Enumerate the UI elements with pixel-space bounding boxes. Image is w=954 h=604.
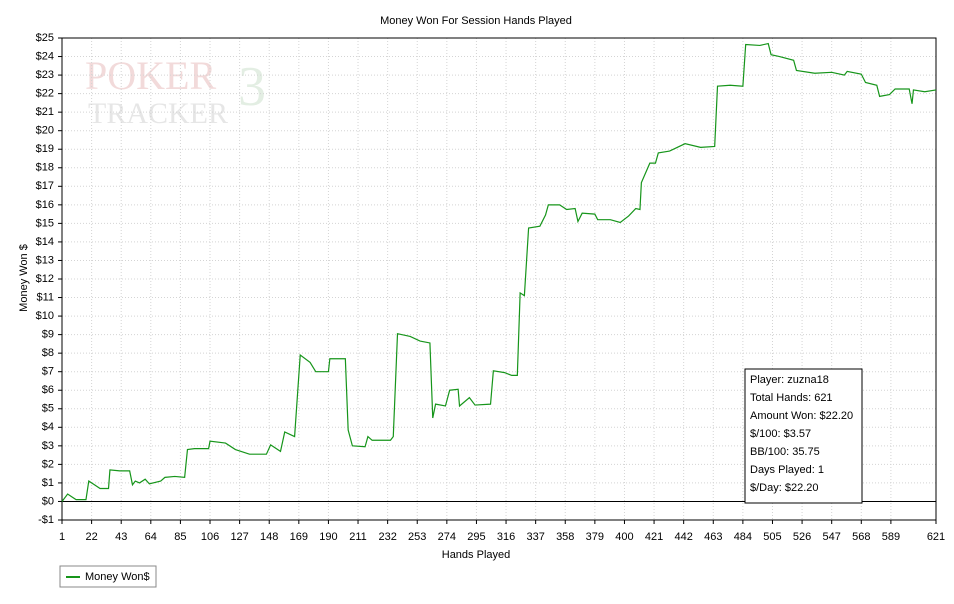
x-tick-label: 421 (645, 531, 663, 543)
x-tick-label: 22 (85, 531, 97, 543)
legend-label: Money Won$ (85, 571, 150, 583)
y-tick-label: $0 (42, 495, 54, 507)
x-tick-label: 379 (586, 531, 604, 543)
y-tick-label: $3 (42, 440, 54, 452)
y-tick-label: $12 (36, 273, 54, 285)
stats-line: BB/100: 35.75 (750, 446, 820, 458)
y-tick-label: $21 (36, 106, 54, 118)
x-tick-label: 43 (115, 531, 127, 543)
stats-line: Player: zuzna18 (750, 374, 829, 386)
y-tick-label: $23 (36, 69, 54, 81)
y-tick-label: $18 (36, 162, 54, 174)
x-tick-label: 64 (145, 531, 157, 543)
x-tick-label: 484 (734, 531, 752, 543)
stats-line: Amount Won: $22.20 (750, 410, 853, 422)
y-tick-label: $8 (42, 347, 54, 359)
y-tick-label: $16 (36, 199, 54, 211)
x-tick-label: 190 (319, 531, 337, 543)
x-tick-label: 505 (763, 531, 781, 543)
y-tick-label: $15 (36, 217, 54, 229)
y-tick-label: -$1 (38, 514, 54, 526)
x-tick-label: 211 (349, 531, 367, 543)
x-tick-label: 316 (497, 531, 515, 543)
y-tick-label: $14 (36, 236, 54, 248)
x-tick-label: 568 (852, 531, 870, 543)
y-tick-label: $7 (42, 366, 54, 378)
chart-title: Money Won For Session Hands Played (380, 15, 572, 27)
x-tick-label: 253 (408, 531, 426, 543)
x-tick-label: 232 (378, 531, 396, 543)
watermark-line1: POKER (85, 53, 216, 98)
watermark-mark: 3 (238, 56, 266, 118)
x-axis-label: Hands Played (442, 549, 511, 561)
x-tick-label: 442 (674, 531, 692, 543)
stats-line: $/100: $3.57 (750, 428, 811, 440)
y-tick-label: $25 (36, 32, 54, 44)
x-tick-label: 274 (438, 531, 456, 543)
y-tick-label: $1 (42, 477, 54, 489)
y-tick-label: $17 (36, 180, 54, 192)
stats-line: Total Hands: 621 (750, 392, 833, 404)
stats-box (744, 368, 863, 504)
legend-box (59, 565, 157, 588)
y-tick-label: $4 (42, 421, 54, 433)
y-tick-label: $22 (36, 88, 54, 100)
y-tick-label: $19 (36, 143, 54, 155)
x-tick-label: 106 (201, 531, 219, 543)
y-tick-label: $11 (36, 291, 54, 303)
x-tick-label: 169 (290, 531, 308, 543)
x-tick-label: 337 (526, 531, 544, 543)
y-axis-label: Money Won $ (18, 244, 30, 312)
x-tick-label: 1 (59, 531, 65, 543)
grid (61, 37, 937, 521)
x-tick-label: 148 (260, 531, 278, 543)
y-tick-label: $5 (42, 403, 54, 415)
x-tick-label: 547 (823, 531, 841, 543)
y-tick-label: $6 (42, 384, 54, 396)
x-tick-label: 621 (927, 531, 945, 543)
y-tick-label: $20 (36, 125, 54, 137)
stats-line: $/Day: $22.20 (750, 482, 819, 494)
series-line (61, 42, 937, 502)
x-tick-label: 400 (615, 531, 633, 543)
y-tick-label: $9 (42, 329, 54, 341)
x-tick-label: 295 (467, 531, 485, 543)
y-tick-label: $10 (36, 310, 54, 322)
y-tick-label: $13 (36, 254, 54, 266)
y-tick-label: $24 (36, 50, 54, 62)
x-tick-label: 589 (882, 531, 900, 543)
x-tick-label: 127 (230, 531, 248, 543)
stats-line: Days Played: 1 (750, 464, 824, 476)
x-tick-label: 358 (556, 531, 574, 543)
watermark-line2: TRACKER (88, 97, 228, 130)
x-tick-label: 463 (704, 531, 722, 543)
x-tick-label: 85 (174, 531, 186, 543)
x-tick-label: 526 (793, 531, 811, 543)
y-tick-label: $2 (42, 458, 54, 470)
